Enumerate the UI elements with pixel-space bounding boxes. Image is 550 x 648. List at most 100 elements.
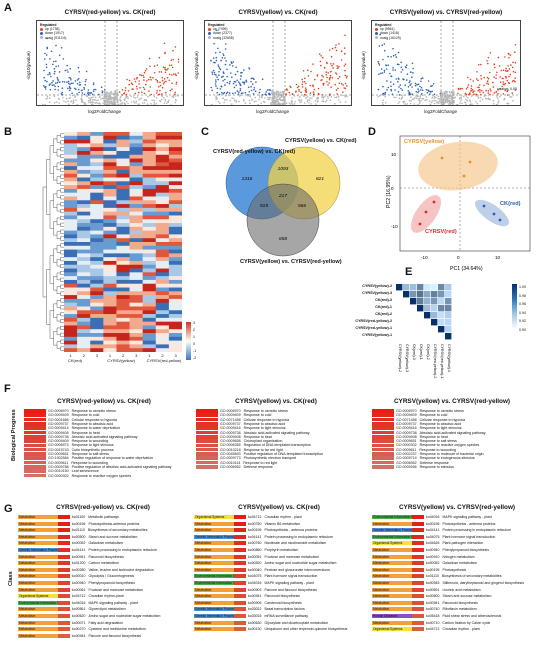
kegg-id: ko00071	[72, 620, 86, 625]
kegg-id: ko00710	[426, 620, 440, 625]
go-term: Response to wounding	[71, 460, 108, 465]
correlation-matrix: CYRSV(yellow)-2 CYRSV(yellow)-3 CK(red)-3 C…	[396, 284, 452, 378]
go-term: Response to heat	[243, 434, 272, 439]
kegg-pathway: Glycerolipid metabolism	[88, 607, 126, 612]
go-bar	[196, 439, 218, 443]
kegg-row: Environmental Information Processing ko04…	[372, 515, 492, 519]
kegg-row: Metabolism ko01110 Biosynthesis of seconda…	[18, 528, 147, 533]
corr-row-label: CK(red)-1	[375, 305, 392, 309]
kegg-row: Metabolism ko00500 Starch and sucrose meta…	[372, 594, 491, 599]
go-column-title: CYRSV(red-yellow) vs. CK(red)	[57, 398, 151, 405]
kegg-class: Genetic Information Processing	[194, 614, 234, 618]
kegg-bar	[412, 561, 424, 566]
kegg-class: Metabolism	[194, 627, 234, 632]
go-term: Abscisic acid-activated signaling pathwa…	[71, 434, 138, 439]
kegg-pathway: Fatty acid degradation	[88, 620, 124, 625]
kegg-id: ko00196	[248, 528, 262, 533]
kegg-id: ko04141	[248, 534, 262, 539]
legend-up: up (7499)	[208, 27, 234, 31]
legend-dot	[375, 27, 378, 31]
kegg-pathway: Flavone and flavonol biosynthesis	[88, 633, 141, 638]
kegg-class: Metabolism	[194, 600, 234, 605]
kegg-class: Organismal Systems	[18, 594, 58, 599]
scale-tick: 0	[193, 342, 195, 346]
go-term: Cellular response to hypoxia	[419, 417, 465, 422]
kegg-row: Metabolism ko00740 Riboflavin metabolism	[372, 607, 477, 612]
kegg-id: ko00061	[72, 587, 86, 592]
kegg-row: Metabolism ko00071 Fatty acid degradation	[18, 620, 124, 625]
kegg-class: Metabolism	[372, 581, 412, 585]
go-row: GO:0009737 Response to abscisic acid	[196, 422, 285, 426]
kegg-row: Environmental Information Processing ko04…	[372, 534, 495, 539]
y-axis-label: -log10(pvalue)	[361, 51, 366, 80]
legend-down: down (1917)	[40, 31, 66, 35]
kegg-row: Metabolism ko00940 Phenylpropanoid biosynt…	[18, 581, 135, 585]
kegg-pathway: Photosynthesis - antenna proteins	[442, 521, 496, 526]
go-term: Positive regulation of abscisic acid-act…	[71, 464, 172, 469]
legend-text: up (1738)	[45, 27, 60, 32]
kegg-row: Metabolism ko01100 Metabolic pathways	[18, 515, 119, 519]
kegg-class: Environmental Information Processing	[372, 515, 412, 519]
kegg-id: ko00051	[248, 554, 262, 559]
kegg-row: Metabolism ko00270 Cysteine and methionine…	[18, 627, 146, 632]
kegg-bar	[234, 614, 246, 618]
scale-tick: 3	[193, 321, 195, 325]
kegg-pathway: mRNA surveillance pathway	[264, 614, 309, 618]
heatmap-column-number: 2	[122, 353, 125, 358]
go-id: GO:0001666	[48, 417, 69, 422]
heatmap-group-label: CK(red)	[68, 358, 83, 363]
kegg-bar	[58, 633, 70, 638]
go-term: Chloroplast organization	[243, 439, 283, 444]
corr-col-label: CYRSV(yellow)-2	[398, 344, 402, 372]
kegg-bar	[234, 521, 246, 526]
go-id: GO:0006970	[396, 409, 417, 413]
heatmap-grid	[64, 132, 182, 352]
kegg-pathway: Galactose metabolism	[442, 561, 478, 566]
kegg-bar	[58, 620, 70, 625]
go-row: GO:0006970 Response to osmotic stress	[24, 409, 116, 413]
legend-text: down (1418)	[380, 31, 399, 36]
panel-label-g: G	[4, 503, 13, 515]
kegg-pathway: Riboflavin metabolism	[442, 607, 477, 612]
kegg-class: Metabolism	[194, 587, 234, 592]
kegg-row: Metabolism ko00520 Amino sugar and nucleot…	[18, 614, 160, 618]
corr-scale-tick: 0.96	[519, 302, 526, 307]
go-id: GO:0071456	[220, 417, 241, 422]
panel-label-b: B	[4, 126, 12, 138]
kegg-bar	[58, 594, 70, 599]
kegg-id: ko00740	[426, 607, 440, 612]
go-row: GO:0009611 Response to wounding	[24, 461, 108, 465]
legend-text: nosig (16129)	[380, 35, 401, 40]
kegg-id: ko04016	[72, 600, 86, 605]
corr-row-label: CK(red)-2	[375, 312, 392, 316]
kegg-pathway: Starch and sucrose metabolism	[88, 534, 138, 539]
kegg-class: Organismal Systems	[194, 515, 234, 519]
go-term: Response to salt stress	[71, 452, 109, 456]
kegg-bar	[234, 581, 246, 585]
go-id: GO:0009611	[48, 460, 69, 465]
legend-text: up (9561)	[380, 27, 395, 32]
legend-up: up (1738)	[40, 27, 66, 31]
kegg-bar	[412, 627, 424, 632]
kegg-id: ko00944	[72, 633, 86, 638]
legend-up: up (9561)	[375, 27, 401, 31]
legend-nosig: nosig (32698)	[208, 36, 234, 40]
heatmap-column-number: 3	[174, 353, 177, 358]
kegg-pathway: Metabolic pathways	[88, 515, 119, 519]
kegg-class: Environmental Information Processing	[372, 534, 412, 539]
go-row: GO:0006970 Response to osmotic stress	[196, 409, 288, 413]
kegg-bar	[58, 548, 70, 552]
kegg-class: Organismal Systems	[372, 541, 412, 546]
heatmap-group-label: CYRSV(yellow)	[107, 358, 135, 363]
kegg-pathway: Protein processing in endoplasmic reticu…	[442, 528, 511, 533]
go-term: Response to cold	[419, 413, 448, 418]
kegg-row: Metabolism ko00945 Stilbenoid, diarylhepta…	[372, 581, 524, 585]
kegg-bar	[58, 567, 70, 572]
kegg-bar	[234, 587, 246, 592]
kegg-bar	[58, 534, 70, 539]
pca-y-tick: -10	[391, 224, 398, 229]
heatmap-column-number: 3	[95, 353, 98, 358]
heatmap-dendrogram	[42, 133, 64, 351]
kegg-pathway: Circadian rhythm - plant	[442, 627, 480, 632]
go-id: GO:0009414	[48, 426, 69, 431]
